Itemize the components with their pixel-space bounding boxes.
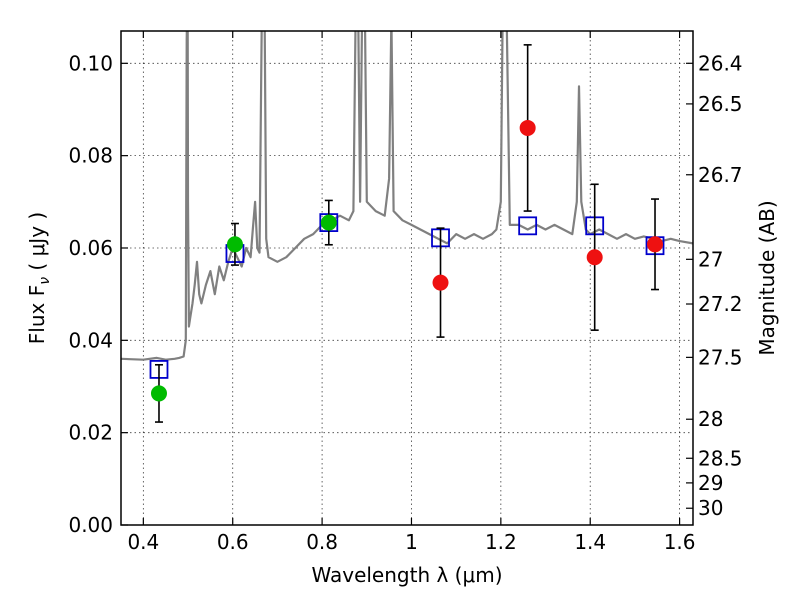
y-tick-label: 0.00	[68, 513, 113, 537]
y-axis-title: Flux Fν ( μJy )	[25, 212, 53, 344]
observed-photometry-point	[586, 249, 603, 266]
observed-photometry-point	[519, 119, 536, 136]
observed-photometry-point	[647, 236, 664, 253]
spectrum-line	[121, 31, 693, 361]
y2-tick-label: 28.5	[698, 446, 743, 470]
plot-frame	[120, 30, 694, 526]
model-photometry-square	[518, 216, 538, 236]
y2-axis-title: Magnitude (AB)	[755, 200, 779, 355]
y-tick-label: 0.08	[68, 144, 113, 168]
y-tick-label: 0.02	[68, 421, 113, 445]
y2-tick-label: 27	[698, 247, 723, 271]
data-points	[149, 44, 665, 423]
y-tick-label: 0.06	[68, 236, 113, 260]
y2-tick-label: 27.5	[698, 345, 743, 369]
y2-tick-label: 30	[698, 496, 723, 520]
axis-ticks: 0.4 0.6 0.8 1 1.2 1.4 1.6 0.00 0.02 0.04 0.06 0.08 0…	[68, 31, 743, 554]
x-tick-label: 1.2	[485, 530, 517, 554]
y2-tick-label: 27.2	[698, 292, 743, 316]
y2-tick-label: 26.4	[698, 51, 743, 75]
x-tick-label: 0.4	[127, 530, 159, 554]
y2-tick-label: 26.5	[698, 92, 743, 116]
x-tick-label: 1	[405, 530, 418, 554]
x-axis-title: Wavelength λ (μm)	[311, 563, 502, 587]
y-tick-label: 0.04	[68, 328, 113, 352]
x-tick-label: 1.4	[574, 530, 606, 554]
observed-photometry-point	[432, 274, 449, 291]
observed-photometry-point	[320, 214, 337, 231]
y2-tick-label: 28	[698, 407, 723, 431]
observed-photometry-point	[150, 385, 167, 402]
observed-photometry-point	[226, 236, 243, 253]
y2-tick-label: 26.7	[698, 163, 743, 187]
grid-lines	[121, 31, 693, 526]
x-tick-label: 0.6	[217, 530, 249, 554]
x-tick-label: 1.6	[664, 530, 696, 554]
x-tick-label: 0.8	[306, 530, 338, 554]
model-spectrum	[121, 31, 693, 361]
y-tick-label: 0.10	[68, 51, 113, 75]
y2-tick-label: 29	[698, 471, 723, 495]
